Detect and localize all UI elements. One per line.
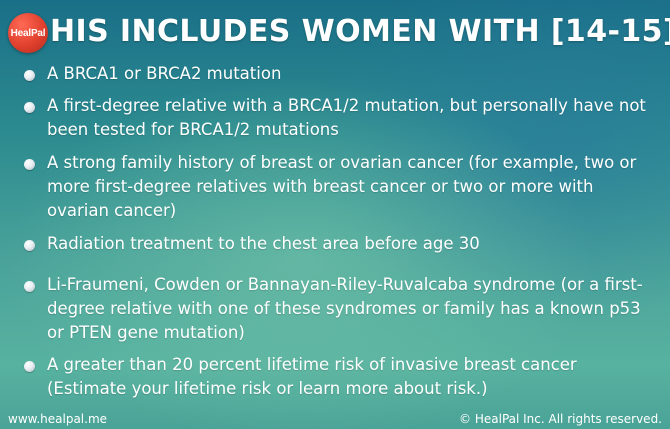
footer-copyright: © HealPal Inc. All rights reserved. — [459, 412, 662, 426]
bullet-text: Radiation treatment to the chest area be… — [47, 234, 480, 253]
bullet-icon — [24, 361, 35, 372]
bullet-text: A strong family history of breast or ova… — [47, 153, 637, 220]
bullet-icon — [24, 281, 35, 292]
bullet-icon — [24, 159, 35, 170]
bullet-text: A BRCA1 or BRCA2 mutation — [47, 64, 282, 83]
bullet-text: A greater than 20 percent lifetime risk … — [47, 355, 577, 398]
healpal-logo: HealPal — [8, 13, 48, 53]
slide-title: HIS INCLUDES WOMEN WITH [14-15]: — [50, 14, 670, 49]
logo-text: HealPal — [10, 27, 46, 39]
bullet-text: Li-Fraumeni, Cowden or Bannayan-Riley-Ru… — [47, 275, 643, 342]
footer-website[interactable]: www.healpal.me — [8, 412, 108, 426]
bullet-text: A first-degree relative with a BRCA1/2 m… — [47, 96, 646, 139]
bullet-icon — [24, 70, 35, 81]
bullet-icon — [24, 240, 35, 251]
bullet-icon — [24, 102, 35, 113]
footer: www.healpal.me © HealPal Inc. All rights… — [0, 407, 670, 429]
